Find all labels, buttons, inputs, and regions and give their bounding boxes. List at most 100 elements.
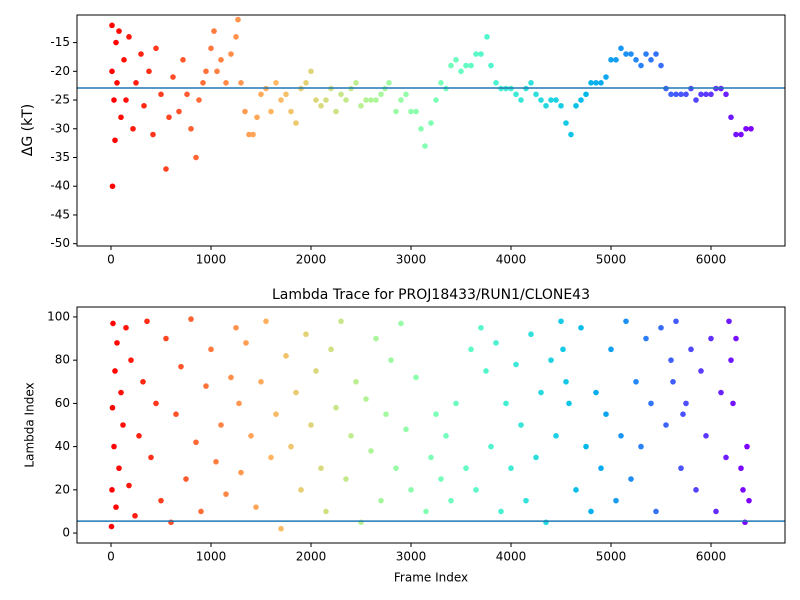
point (423, 508, 429, 515)
point (109, 404, 116, 411)
point (353, 378, 359, 385)
point (141, 102, 147, 109)
point (488, 62, 494, 69)
y-tick-label: 80 (55, 353, 70, 367)
point (433, 97, 439, 103)
point (538, 389, 544, 396)
axes-frame (76, 14, 786, 247)
point (313, 97, 319, 103)
point (628, 51, 634, 57)
point (373, 335, 379, 342)
point (518, 422, 524, 428)
point (168, 519, 174, 526)
point (343, 97, 349, 103)
point (112, 368, 118, 374)
point (438, 476, 444, 482)
point (114, 340, 120, 346)
point (568, 131, 574, 138)
point (233, 34, 239, 40)
point (233, 324, 239, 331)
point (726, 318, 732, 325)
point (673, 318, 679, 325)
chart-title: Lambda Trace for PROJ18433/RUN1/CLONE43 (272, 287, 590, 303)
point (488, 443, 494, 450)
point (523, 497, 529, 504)
point (158, 91, 164, 98)
point (518, 97, 524, 103)
point (188, 125, 194, 132)
x-tick-label: 4000 (496, 253, 527, 267)
point (463, 62, 469, 69)
point (718, 389, 724, 396)
point (238, 80, 244, 86)
point (333, 404, 339, 411)
point (393, 108, 399, 115)
point (633, 57, 639, 63)
y-tick-label: 40 (55, 439, 70, 453)
point (433, 411, 439, 417)
point (193, 439, 199, 446)
point (513, 91, 519, 98)
point (593, 389, 599, 396)
point (403, 426, 409, 433)
point (236, 400, 242, 407)
point (698, 91, 704, 98)
point (238, 469, 244, 476)
point (323, 97, 329, 103)
point (703, 91, 709, 98)
point (744, 443, 750, 450)
point (428, 120, 434, 126)
point (613, 57, 619, 63)
point (278, 97, 284, 103)
point (623, 51, 629, 57)
point (144, 318, 150, 325)
point (303, 80, 309, 86)
point (383, 411, 389, 417)
point (348, 433, 354, 439)
point (193, 154, 199, 161)
point (248, 433, 254, 439)
point (393, 465, 399, 472)
point (478, 51, 484, 57)
point (173, 411, 179, 417)
point (211, 28, 217, 34)
point (653, 508, 659, 515)
y-tick-label: 0 (62, 526, 70, 540)
point (243, 340, 249, 346)
point (693, 97, 699, 103)
point (678, 91, 684, 98)
point (548, 97, 554, 103)
x-tick-label: 0 (107, 253, 115, 267)
point (130, 125, 136, 132)
y-tick-label: 20 (55, 482, 70, 496)
point (680, 411, 686, 417)
point (708, 335, 714, 342)
point (196, 97, 202, 103)
point (148, 454, 154, 461)
point (513, 361, 519, 368)
point (742, 519, 748, 526)
point (213, 458, 219, 465)
point (733, 335, 739, 342)
point (398, 320, 404, 327)
point (733, 131, 739, 138)
point (353, 80, 359, 86)
point (413, 374, 419, 381)
point (254, 114, 260, 121)
point (163, 166, 169, 172)
point (553, 97, 559, 103)
point (112, 137, 118, 144)
point (670, 378, 676, 385)
point (688, 346, 694, 353)
point (463, 465, 469, 472)
point (293, 389, 299, 396)
point (743, 125, 749, 132)
point (498, 508, 504, 515)
point (643, 51, 649, 57)
point (298, 487, 304, 493)
point (658, 324, 664, 331)
point (140, 378, 146, 385)
point (178, 363, 184, 370)
point (118, 389, 124, 396)
point (448, 497, 454, 504)
